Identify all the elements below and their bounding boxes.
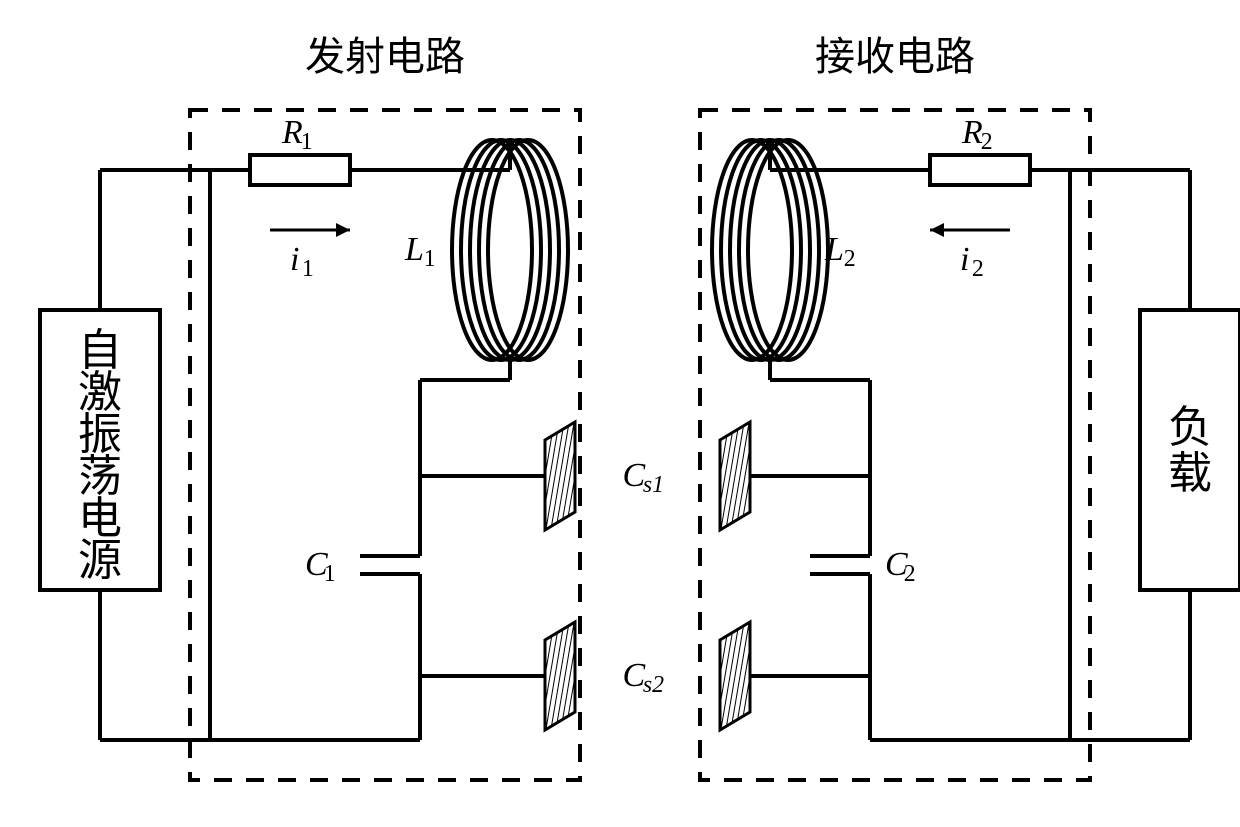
label: L xyxy=(824,231,844,268)
circuit-diagram: 发射电路接收电路自激振荡电源负载R1R2i1i2L1L2C1C2Cs1Cs2 xyxy=(20,20,1240,807)
label: i xyxy=(290,241,299,278)
label: R xyxy=(281,114,303,151)
label-c2: C2 xyxy=(885,546,916,587)
label: 源 xyxy=(78,536,122,585)
capacitor-c2 xyxy=(810,556,870,574)
resistor-r2 xyxy=(930,155,1030,185)
label-r1: R1 xyxy=(281,114,313,155)
load-box-label: 负载 xyxy=(1168,403,1212,498)
resistor-r1 xyxy=(250,155,350,185)
label: 载 xyxy=(1168,449,1212,498)
label-i2: i2 xyxy=(960,241,984,282)
inductor-l2 xyxy=(712,140,828,360)
label: L xyxy=(404,231,424,268)
capacitor-c1 xyxy=(360,556,420,574)
label: 1 xyxy=(324,561,336,587)
label: 2 xyxy=(981,129,993,155)
label-l2: L2 xyxy=(824,231,856,272)
label: i xyxy=(960,241,969,278)
rx-dashed-box xyxy=(700,110,1090,780)
label-cs2: Cs2 xyxy=(623,657,665,698)
label: 2 xyxy=(972,256,984,282)
label: s1 xyxy=(643,472,664,498)
tx-dashed-box xyxy=(190,110,580,780)
label: 负 xyxy=(1168,403,1212,452)
label: 1 xyxy=(424,246,436,272)
current-i2-arrow xyxy=(930,223,1010,237)
label-l1: L1 xyxy=(404,231,436,272)
label: R xyxy=(961,114,983,151)
label-r2: R2 xyxy=(961,114,993,155)
label: 1 xyxy=(301,129,313,155)
tx-title: 发射电路 xyxy=(305,34,465,79)
label-c1: C1 xyxy=(305,546,336,587)
label: 2 xyxy=(844,246,856,272)
label: 2 xyxy=(904,561,916,587)
label-cs1: Cs1 xyxy=(623,457,665,498)
rx-title: 接收电路 xyxy=(815,34,975,79)
inductor-l1 xyxy=(452,140,568,360)
label: s2 xyxy=(643,672,664,698)
label: 1 xyxy=(302,256,314,282)
label-i1: i1 xyxy=(290,241,314,282)
current-i1-arrow xyxy=(270,223,350,237)
source-box-label: 自激振荡电源 xyxy=(78,326,122,585)
